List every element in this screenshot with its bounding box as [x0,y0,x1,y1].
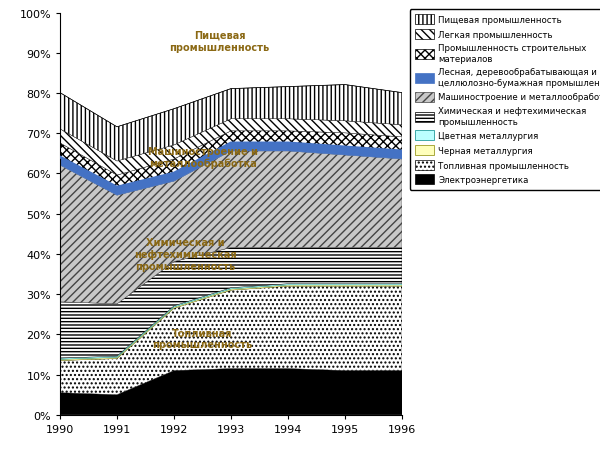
Text: Топливная
промышленность: Топливная промышленность [152,328,253,350]
Text: Машиностроение и
металлообработка: Машиностроение и металлообработка [148,147,257,169]
Legend: Пищевая промышленность, Легкая промышленность, Промышленность строительных
матер: Пищевая промышленность, Легкая промышлен… [410,10,600,190]
Text: Пищевая
промышленность: Пищевая промышленность [169,31,270,52]
Text: Химическая и
нефтехимическая
промышленность: Химическая и нефтехимическая промышленно… [134,238,237,271]
